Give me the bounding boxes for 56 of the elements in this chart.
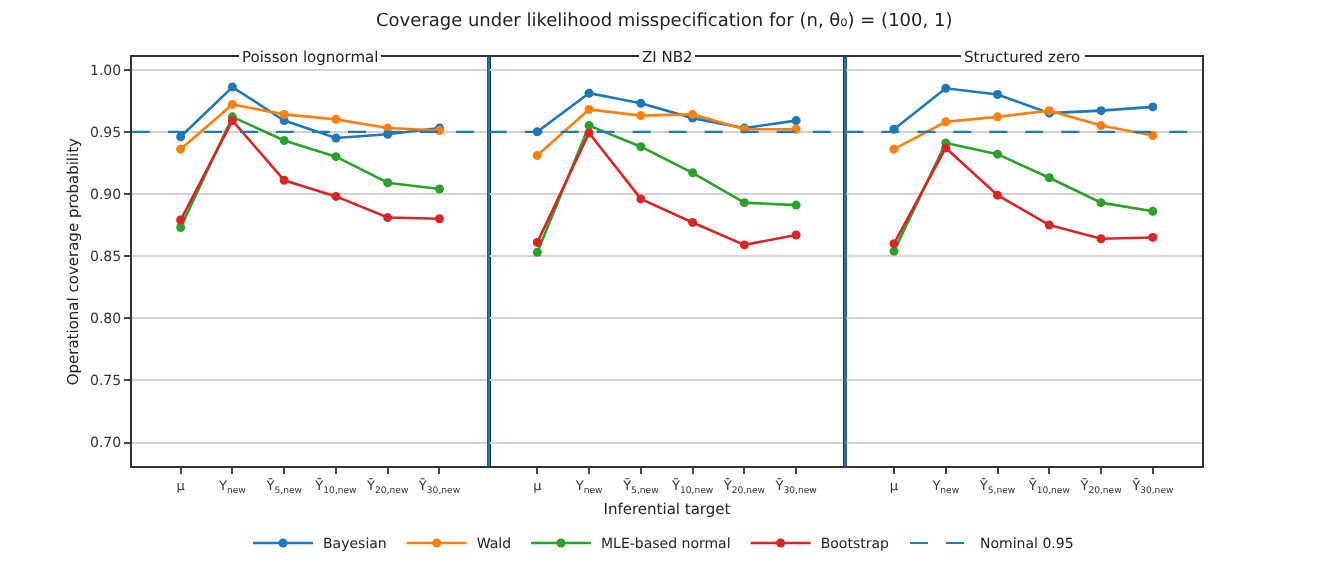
point bbox=[1096, 198, 1106, 208]
point bbox=[1044, 173, 1054, 183]
point bbox=[791, 116, 801, 126]
point bbox=[1148, 131, 1158, 141]
point bbox=[331, 133, 341, 143]
point bbox=[941, 143, 951, 153]
point bbox=[791, 200, 801, 210]
point bbox=[584, 104, 594, 114]
point bbox=[584, 128, 594, 138]
point bbox=[791, 230, 801, 240]
point bbox=[1148, 232, 1158, 242]
point bbox=[532, 247, 542, 257]
point bbox=[532, 150, 542, 160]
point bbox=[532, 237, 542, 247]
point bbox=[1096, 121, 1106, 131]
point bbox=[1148, 206, 1158, 216]
point bbox=[331, 191, 341, 201]
point bbox=[636, 98, 646, 108]
point bbox=[688, 168, 698, 178]
point bbox=[941, 83, 951, 93]
point bbox=[889, 144, 899, 154]
point bbox=[279, 135, 289, 145]
point bbox=[279, 175, 289, 185]
point bbox=[279, 109, 289, 119]
point bbox=[636, 111, 646, 121]
point bbox=[1096, 106, 1106, 116]
point bbox=[636, 194, 646, 204]
point bbox=[584, 88, 594, 98]
point bbox=[941, 117, 951, 127]
point bbox=[584, 121, 594, 131]
point bbox=[227, 82, 237, 92]
point bbox=[434, 184, 444, 194]
point bbox=[176, 223, 186, 232]
text: Coverage under likelihood misspecification for (n, θ₀) = (100, 1) bbox=[376, 12, 953, 32]
point bbox=[1148, 102, 1158, 112]
point bbox=[889, 246, 899, 256]
point bbox=[993, 90, 1003, 99]
point bbox=[889, 239, 899, 249]
point bbox=[383, 213, 393, 223]
point bbox=[1044, 220, 1054, 230]
point bbox=[227, 99, 237, 109]
point bbox=[993, 190, 1003, 200]
point bbox=[739, 240, 749, 250]
point bbox=[176, 215, 186, 225]
point bbox=[1096, 234, 1106, 244]
point bbox=[176, 132, 186, 142]
point bbox=[383, 178, 393, 188]
point bbox=[331, 114, 341, 124]
point bbox=[331, 152, 341, 162]
point bbox=[739, 198, 749, 208]
point bbox=[993, 149, 1003, 159]
point bbox=[636, 142, 646, 152]
point bbox=[993, 112, 1003, 122]
point bbox=[176, 144, 186, 154]
point bbox=[434, 214, 444, 224]
point bbox=[688, 218, 698, 228]
